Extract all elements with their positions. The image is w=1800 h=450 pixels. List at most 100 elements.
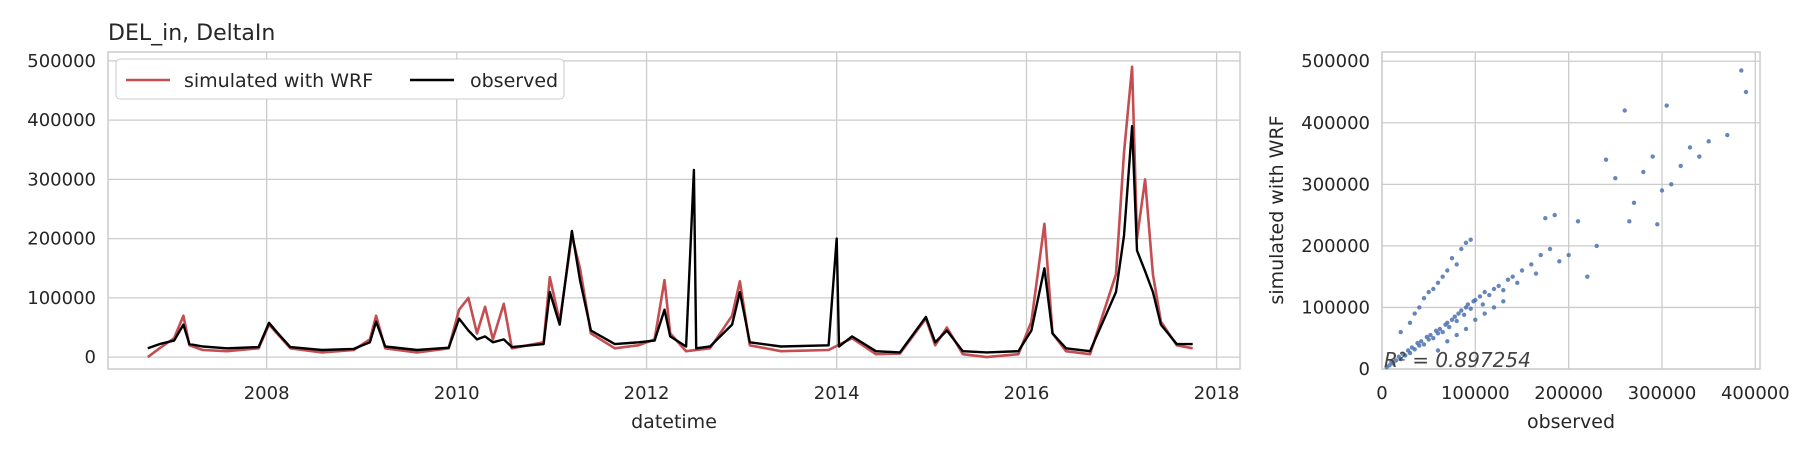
timeseries-x-tick-label: 2010: [434, 383, 480, 404]
scatter-point: [1482, 289, 1487, 295]
scatter-point: [1454, 318, 1459, 324]
scatter-point: [1435, 331, 1441, 336]
timeseries-series: [147, 65, 1193, 359]
scatter-points: [1384, 68, 1749, 370]
scatter-point: [1557, 259, 1562, 264]
scatter-point: [1501, 288, 1506, 293]
scatter-point: [1510, 274, 1515, 279]
timeseries-y-tick-label: 500000: [27, 51, 96, 72]
scatter-point: [1440, 274, 1445, 279]
timeseries-y-tick-label: 200000: [27, 229, 96, 250]
scatter-point: [1417, 305, 1422, 310]
scatter-point: [1426, 337, 1431, 342]
scatter-y-tick-label: 500000: [1301, 51, 1370, 72]
scatter-point: [1419, 339, 1424, 344]
scatter-point: [1468, 306, 1473, 311]
scatter-point: [1431, 336, 1436, 341]
scatter-point: [1445, 339, 1450, 344]
scatter-point: [1463, 326, 1469, 332]
scatter-point: [1398, 357, 1403, 362]
scatter-x-tick-label: 300000: [1628, 383, 1697, 404]
timeseries-x-tick-label: 2014: [814, 383, 860, 404]
legend-label-simulated: simulated with WRF: [184, 70, 373, 92]
scatter-point: [1477, 294, 1483, 299]
timeseries-x-tick-label: 2016: [1004, 383, 1050, 404]
scatter-frame: [1381, 51, 1761, 370]
timeseries-x-tick-label: 2018: [1194, 383, 1240, 404]
scatter-point: [1407, 320, 1413, 325]
scatter-point: [1687, 145, 1693, 150]
scatter-y-label: simulated with WRF: [1266, 115, 1288, 304]
scatter-point: [1491, 305, 1497, 310]
scatter-point: [1664, 103, 1669, 108]
scatter-point: [1669, 182, 1674, 187]
scatter-point: [1440, 329, 1445, 335]
scatter-point: [1631, 200, 1637, 205]
scatter-point: [1491, 286, 1497, 292]
scatter-x-label: observed: [1527, 411, 1615, 433]
scatter-point: [1627, 219, 1632, 224]
scatter-point: [1459, 308, 1464, 313]
timeseries-frame: [107, 51, 1241, 370]
scatter-point: [1428, 332, 1433, 338]
timeseries-y-tick-label: 100000: [27, 288, 96, 309]
scatter-point: [1575, 219, 1581, 224]
scatter-point: [1622, 108, 1627, 113]
scatter-x-tick-label: 100000: [1441, 383, 1510, 404]
scatter-point: [1473, 297, 1478, 303]
timeseries-panel: DEL_in, DeltaIn 2008 2010 2012 2014 2016 2018…: [27, 21, 1241, 433]
timeseries-y-ticks: 0 100000 200000 300000 400000 500000: [27, 51, 96, 368]
scatter-point: [1407, 350, 1413, 356]
scatter-point: [1452, 314, 1458, 319]
scatter-point: [1426, 289, 1431, 295]
scatter-point: [1501, 299, 1506, 304]
scatter-point: [1393, 358, 1399, 363]
scatter-point: [1529, 262, 1534, 267]
scatter-point: [1421, 342, 1427, 347]
timeseries-y-tick-label: 0: [85, 347, 96, 368]
scatter-point: [1659, 188, 1665, 193]
scatter-point: [1447, 324, 1452, 330]
scatter-point: [1533, 271, 1539, 276]
scatter-point: [1417, 343, 1422, 348]
scatter-point: [1650, 154, 1655, 159]
timeseries-x-label: datetime: [631, 411, 717, 433]
scatter-point: [1421, 296, 1427, 301]
timeseries-title: DEL_in, DeltaIn: [108, 21, 275, 46]
scatter-point: [1468, 237, 1473, 242]
scatter-point: [1515, 280, 1520, 285]
timeseries-y-tick-label: 400000: [27, 110, 96, 131]
scatter-point: [1655, 222, 1660, 227]
scatter-point: [1465, 302, 1471, 307]
scatter-point: [1505, 277, 1511, 282]
scatter-point: [1387, 363, 1392, 368]
legend: simulated with WRF observed: [115, 58, 565, 100]
scatter-x-tick-label: 200000: [1534, 383, 1603, 404]
scatter-point: [1543, 216, 1548, 221]
scatter-panel: 0 100000 200000 300000 400000 0 100000 200000 3…: [1266, 51, 1790, 433]
scatter-point: [1454, 262, 1459, 267]
scatter-point: [1739, 68, 1744, 73]
scatter-point: [1613, 176, 1618, 181]
scatter-point: [1456, 311, 1461, 316]
series-line-observed: [147, 124, 1193, 354]
scatter-point: [1463, 240, 1469, 245]
scatter-point: [1435, 348, 1441, 353]
scatter-x-tick-label: 400000: [1721, 383, 1790, 404]
scatter-point: [1641, 169, 1646, 175]
scatter-x-tick-label: 0: [1376, 383, 1387, 404]
scatter-point: [1412, 311, 1417, 316]
scatter-point: [1706, 139, 1711, 144]
scatter-grid: [1381, 52, 1760, 370]
scatter-point: [1547, 246, 1553, 252]
r-squared-annotation: R² = 0.897254: [1384, 348, 1531, 372]
scatter-y-tick-label: 0: [1359, 359, 1370, 380]
timeseries-x-tick-label: 2008: [244, 383, 290, 404]
scatter-point: [1445, 268, 1450, 273]
scatter-point: [1585, 274, 1590, 279]
timeseries-x-tick-label: 2012: [624, 383, 670, 404]
legend-box: [115, 58, 565, 100]
scatter-point: [1431, 286, 1436, 292]
scatter-point: [1697, 154, 1702, 159]
scatter-y-tick-label: 200000: [1301, 236, 1370, 257]
